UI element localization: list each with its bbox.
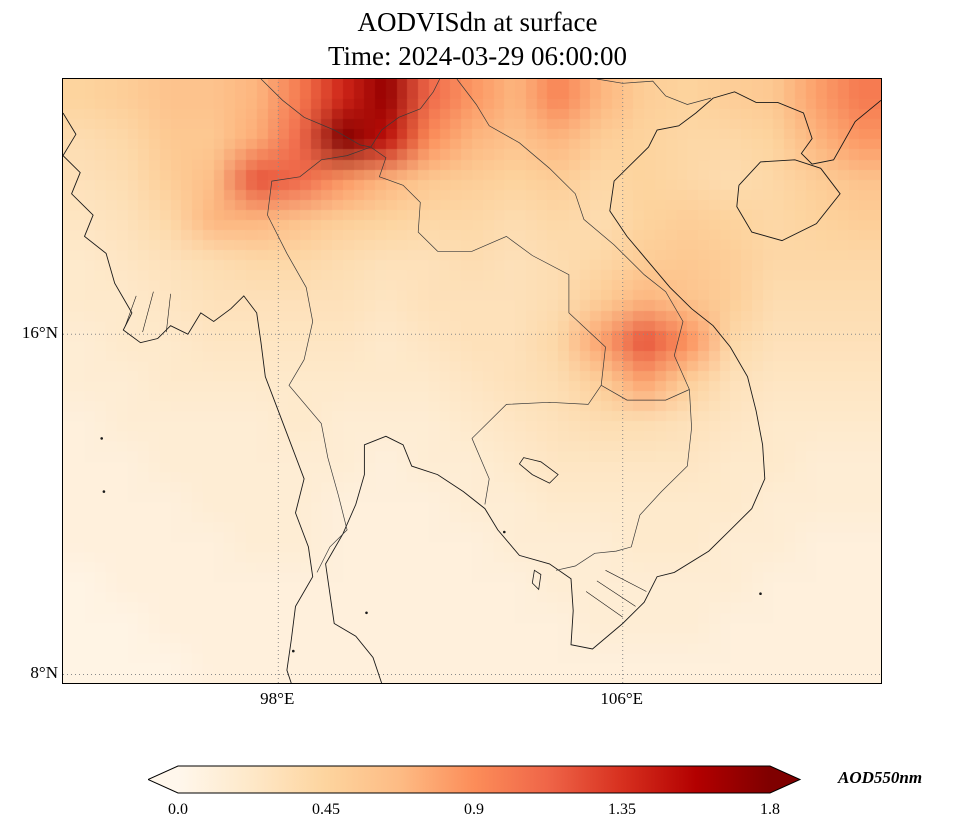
border xyxy=(370,146,606,386)
island-dot xyxy=(365,611,368,615)
river xyxy=(142,291,154,333)
border xyxy=(260,79,371,148)
border xyxy=(596,79,711,105)
colorbar xyxy=(148,765,802,794)
border xyxy=(555,389,692,571)
y-tick-label: 16°N xyxy=(21,323,58,343)
colorbar-tick-label: 1.8 xyxy=(760,801,780,818)
colorbar-label: AOD550nm xyxy=(838,768,923,787)
river xyxy=(166,293,171,333)
x-tick-label: 106°E xyxy=(600,689,644,708)
coastline xyxy=(736,159,841,242)
river xyxy=(596,580,636,607)
border xyxy=(267,146,371,573)
island-dot xyxy=(759,592,762,595)
map-plot-area xyxy=(62,78,882,684)
map-overlay-svg xyxy=(63,79,881,683)
island-dot xyxy=(503,530,506,534)
island-dot xyxy=(100,437,103,440)
border xyxy=(370,79,441,148)
border xyxy=(471,385,602,505)
river xyxy=(605,570,647,592)
x-tick-label: 98°E xyxy=(260,689,295,708)
colorbar-tick-label: 1.35 xyxy=(608,801,636,818)
coastline xyxy=(325,91,881,683)
island-dot xyxy=(102,490,106,493)
lake xyxy=(531,569,542,591)
river xyxy=(585,591,623,618)
island-dot xyxy=(292,649,295,653)
colorbar-gradient xyxy=(178,766,770,793)
chart-subtitle: Time: 2024-03-29 06:00:00 xyxy=(327,41,628,71)
river xyxy=(125,295,137,326)
lake xyxy=(518,457,559,484)
colorbar-tick-label: 0.0 xyxy=(168,801,188,818)
colorbar-tick-label: 0.9 xyxy=(464,801,484,818)
coastline xyxy=(63,112,314,683)
colorbar-outline xyxy=(148,765,802,794)
border xyxy=(456,79,690,390)
border xyxy=(601,384,690,401)
colorbar-over-arrow xyxy=(770,766,800,793)
y-tick-label: 8°N xyxy=(30,663,58,683)
colorbar-tick-label: 0.45 xyxy=(312,801,340,818)
colorbar-under-arrow xyxy=(148,766,178,793)
chart-title: AODVISdn at surface xyxy=(357,7,598,37)
